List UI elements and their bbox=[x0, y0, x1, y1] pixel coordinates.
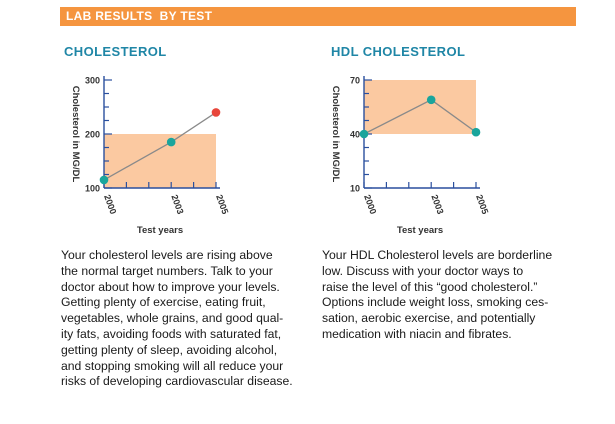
x-axis-label: Test years bbox=[137, 225, 183, 236]
description-line: sation, aerobic exercise, and potentiall… bbox=[322, 311, 536, 326]
description-line: Your HDL Cholesterol levels are borderli… bbox=[322, 248, 553, 262]
description-line: and stopping smoking will all reduce you… bbox=[61, 358, 284, 373]
y-axis-label: Cholesterol in MG/DL bbox=[70, 86, 81, 183]
y-tick-label: 300 bbox=[85, 76, 100, 86]
y-tick-label: 100 bbox=[85, 184, 100, 194]
y-tick-label: 40 bbox=[350, 130, 360, 140]
cholesterol-description: Your cholesterol levels are rising above… bbox=[61, 248, 293, 390]
data-point bbox=[471, 127, 481, 137]
x-tick-label: 2000 bbox=[362, 193, 378, 215]
description-line: low. Discuss with your doctor ways to bbox=[322, 263, 524, 278]
data-point bbox=[166, 137, 176, 147]
description-line: vegetables, whole grains, and good qual- bbox=[61, 311, 284, 326]
description-line: Options include weight loss, smoking ces… bbox=[322, 295, 549, 310]
data-point bbox=[426, 95, 436, 105]
x-tick-label: 2000 bbox=[102, 193, 118, 215]
description-line: the normal target numbers. Talk to your bbox=[61, 263, 273, 278]
data-point bbox=[359, 129, 369, 139]
target-range-band bbox=[104, 134, 216, 188]
description-line: Getting plenty of exercise, eating fruit… bbox=[61, 295, 266, 310]
x-axis-label: Test years bbox=[397, 225, 443, 236]
hdl-description: Your HDL Cholesterol levels are borderli… bbox=[322, 248, 552, 343]
cholesterol-chart-title: CHOLESTEROL bbox=[64, 44, 167, 59]
cholesterol-chart: 100 200 300 2000 2003 2005 Cholesterol in MG/D… bbox=[70, 76, 230, 237]
description-line: medication with niacin and fibrates. bbox=[322, 326, 512, 341]
header-banner: LAB RESULTS BY TEST bbox=[60, 7, 576, 26]
x-tick-label: 2003 bbox=[429, 193, 445, 215]
hdl-chart: 10 40 70 2000 2003 2005 Cholesterol in MG/DL Te… bbox=[330, 76, 490, 237]
header-title: LAB RESULTS BY TEST bbox=[66, 9, 213, 23]
y-tick-label: 70 bbox=[350, 76, 360, 86]
x-tick-label: 2003 bbox=[169, 193, 185, 215]
description-line: getting plenty of sleep, avoiding alcoho… bbox=[61, 342, 278, 357]
data-point-high bbox=[211, 108, 221, 117]
description-line: risks of developing cardiovascular disea… bbox=[61, 374, 293, 389]
y-tick-label: 10 bbox=[350, 184, 360, 194]
data-point bbox=[99, 175, 109, 185]
x-tick-label: 2005 bbox=[474, 193, 490, 215]
description-line: ity fats, avoiding foods with saturated … bbox=[61, 326, 282, 341]
description-line: Your cholesterol levels are rising above bbox=[61, 248, 273, 262]
y-axis-label: Cholesterol in MG/DL bbox=[330, 86, 341, 183]
hdl-chart-title: HDL CHOLESTEROL bbox=[331, 44, 466, 59]
description-line: raise the level of this “good cholestero… bbox=[322, 279, 538, 294]
description-line: doctor about how to improve your levels. bbox=[61, 279, 280, 294]
y-tick-label: 200 bbox=[85, 130, 100, 140]
x-tick-label: 2005 bbox=[214, 193, 230, 215]
